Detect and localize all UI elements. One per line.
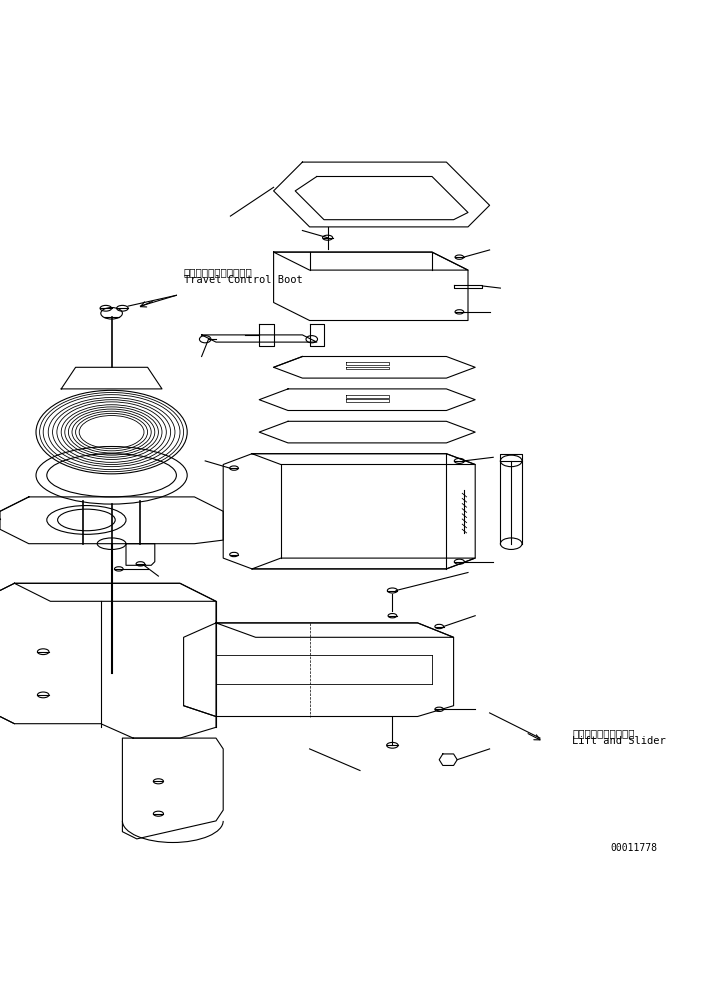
Text: 走行コントロールブート: 走行コントロールブート xyxy=(184,268,252,278)
Text: リフトおよびスライダ: リフトおよびスライダ xyxy=(572,727,635,737)
Text: 00011778: 00011778 xyxy=(610,842,657,852)
Text: Lift and Slider: Lift and Slider xyxy=(572,734,666,744)
Text: Travel Control Boot: Travel Control Boot xyxy=(184,275,302,285)
